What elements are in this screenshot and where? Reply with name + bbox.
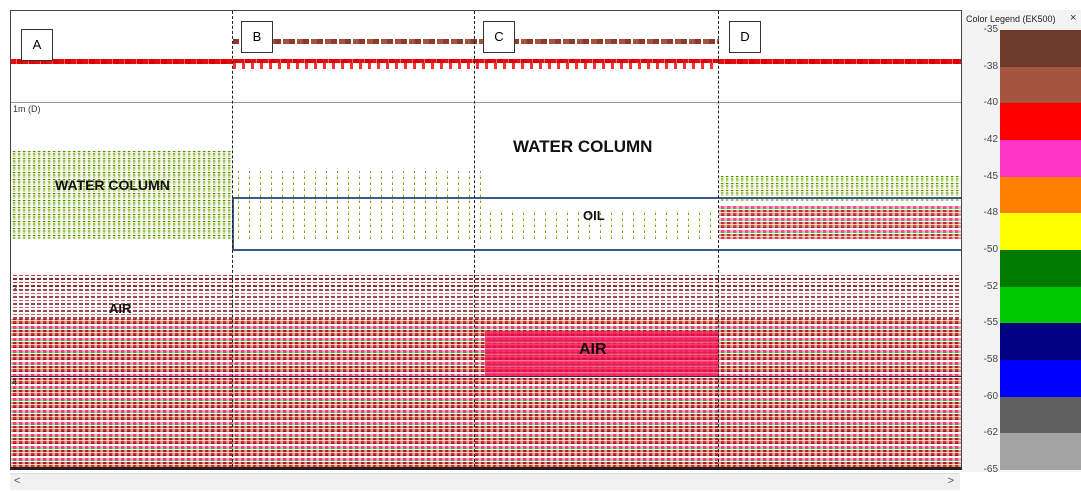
- panel-label: B: [241, 21, 273, 53]
- legend-title: Color Legend (EK500): [966, 14, 1056, 24]
- surface-echo: [233, 63, 719, 69]
- close-button[interactable]: ×: [1070, 12, 1076, 24]
- legend-swatch: [1000, 213, 1081, 250]
- depth-label: 4: [12, 377, 17, 387]
- legend-tick-label: -50: [964, 244, 998, 255]
- legend-tick-label: -55: [964, 317, 998, 328]
- legend-tick-label: -58: [964, 354, 998, 365]
- oil-box: [232, 197, 962, 251]
- legend-tick-label: -62: [964, 427, 998, 438]
- legend-swatch: [1000, 360, 1081, 397]
- scrollbar[interactable]: < >: [10, 473, 960, 490]
- legend-swatch: [1000, 433, 1081, 470]
- annotation: AIR: [579, 341, 607, 359]
- legend-tick-label: -48: [964, 207, 998, 218]
- legend-tick-label: -42: [964, 134, 998, 145]
- depth-label: 1m (D): [13, 104, 41, 114]
- annotation: WATER COLUMN: [55, 177, 170, 193]
- legend-tick-label: -40: [964, 97, 998, 108]
- legend-swatch: [1000, 30, 1081, 67]
- legend-swatch: [1000, 323, 1081, 360]
- panel-label: A: [21, 29, 53, 61]
- divider: [474, 11, 475, 467]
- legend-tick-label: -45: [964, 171, 998, 182]
- legend-swatch: [1000, 177, 1081, 214]
- scroll-right[interactable]: >: [948, 475, 954, 487]
- divider: [718, 11, 719, 467]
- legend-swatch: [1000, 397, 1081, 434]
- depth-line: [11, 376, 961, 377]
- backscatter: [11, 151, 233, 239]
- legend-swatch: [1000, 287, 1081, 324]
- backscatter: [11, 289, 961, 319]
- legend-tick-label: -52: [964, 281, 998, 292]
- annotation: WATER COLUMN: [513, 137, 652, 157]
- legend-tick-label: -65: [964, 464, 998, 475]
- panel-label: C: [483, 21, 515, 53]
- color-legend: Color Legend (EK500) × -35 -38 -40 -42 -45 -4…: [962, 10, 1081, 472]
- legend-swatch: [1000, 103, 1081, 140]
- legend-tick-label: -60: [964, 391, 998, 402]
- backscatter: [11, 273, 961, 287]
- surface-echo: [233, 39, 719, 44]
- echogram: 1m (D) 3 4 A B C D WATER COLUMN WATER CO…: [10, 10, 962, 470]
- scroll-left[interactable]: <: [14, 475, 20, 487]
- legend-swatch: [1000, 140, 1081, 177]
- annotation: OIL: [583, 208, 605, 223]
- annotation: AIR: [109, 301, 131, 316]
- page: 1m (D) 3 4 A B C D WATER COLUMN WATER CO…: [0, 0, 1081, 491]
- legend-swatch: [1000, 67, 1081, 104]
- legend-swatch: [1000, 250, 1081, 287]
- panel-label: D: [729, 21, 761, 53]
- divider: [232, 11, 233, 467]
- legend-tick-label: -35: [964, 24, 998, 35]
- legend-tick-label: -38: [964, 61, 998, 72]
- depth-line: [11, 102, 961, 103]
